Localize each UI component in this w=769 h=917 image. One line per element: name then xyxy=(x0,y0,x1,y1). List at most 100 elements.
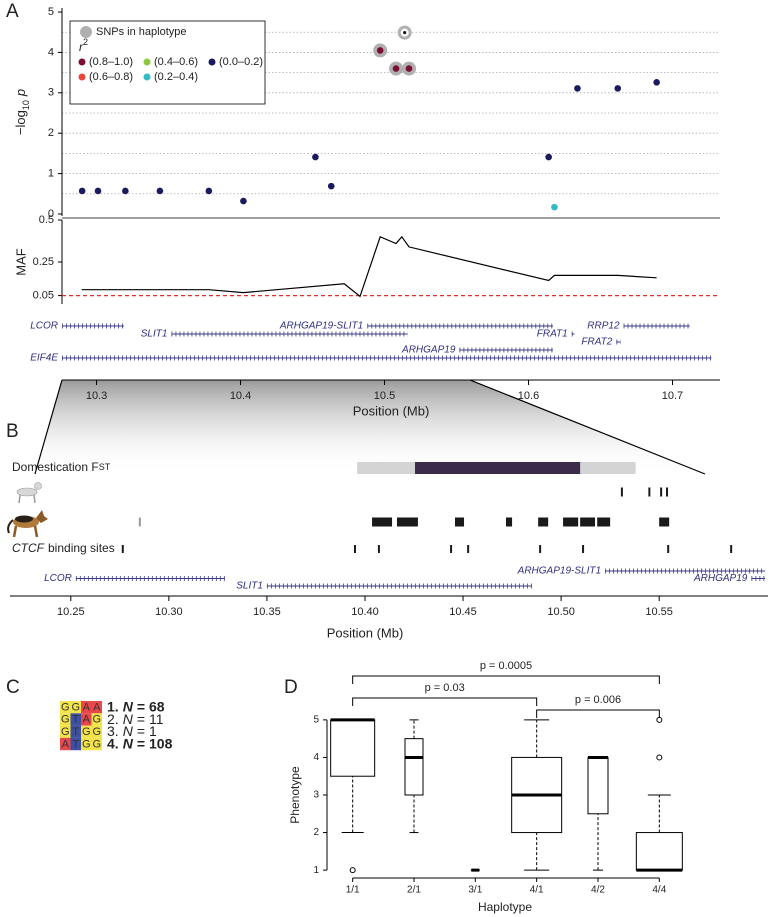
gene-label: ARHGAP19 xyxy=(693,573,748,584)
legend-title: r2 xyxy=(79,37,88,54)
x-tick-label: 10.55 xyxy=(645,606,673,618)
allele-letter: A xyxy=(83,701,91,713)
x-tick-label: 10.40 xyxy=(351,606,379,618)
y-tick-label: 3 xyxy=(48,87,54,99)
snp-point xyxy=(240,197,247,205)
y-tick-label: 2 xyxy=(313,827,319,838)
track-mark xyxy=(539,545,542,553)
allele-letter: G xyxy=(92,738,101,750)
allele-letter: G xyxy=(61,714,70,726)
panel-letter: C xyxy=(6,677,20,698)
x-tick-label: 10.30 xyxy=(155,606,183,618)
allele-cell xyxy=(81,713,92,726)
y-tick-label: 5 xyxy=(313,715,319,726)
x-tick-label: 4/2 xyxy=(591,885,605,896)
y-tick-label: 2 xyxy=(48,127,54,139)
gene-label: ARHGAP19-SLIT1 xyxy=(279,321,363,332)
outlier xyxy=(349,867,356,874)
legend-swatch xyxy=(143,73,151,81)
allele-cell xyxy=(60,701,71,714)
gene-label: ARHGAP19-SLIT1 xyxy=(517,566,601,577)
box xyxy=(587,756,609,815)
y-label-sub: 10 xyxy=(21,100,31,110)
y-label-text: −log xyxy=(13,110,28,135)
allele-cell xyxy=(70,713,81,726)
y-tick-label: 0.05 xyxy=(33,290,54,302)
significance-bracket xyxy=(352,675,660,684)
haplotype-count: 3. N = 1 xyxy=(107,723,157,739)
allele-letter: G xyxy=(82,738,91,750)
legend-label: (0.2–0.4) xyxy=(154,71,198,83)
track-interval xyxy=(455,517,465,527)
x-tick-label: 10.3 xyxy=(86,390,107,402)
panel-letter: A xyxy=(6,1,19,22)
x-tick-label: 4/1 xyxy=(530,885,544,896)
p-value-label: p = 0.03 xyxy=(425,682,465,694)
allele-letter: G xyxy=(61,701,70,713)
allele-cell xyxy=(81,725,92,738)
allele-letter: G xyxy=(82,726,91,738)
track-mark xyxy=(582,545,585,553)
p-value-label: p = 0.006 xyxy=(575,694,621,706)
count-sep: = xyxy=(137,723,145,739)
x-axis-label: Position (Mb) xyxy=(327,625,404,640)
panel-letter: B xyxy=(6,421,19,442)
snp-point xyxy=(376,47,384,54)
count-value: 68 xyxy=(149,698,165,714)
y-axis-label: −log10 p xyxy=(13,89,31,135)
x-tick-label: 10.35 xyxy=(253,606,281,618)
x-tick-label: 10.7 xyxy=(662,390,683,402)
snp-point xyxy=(312,153,319,161)
legend-title-sup: 2 xyxy=(83,37,88,47)
allele-cell xyxy=(60,713,71,726)
allele-cell xyxy=(91,701,102,714)
count-sep: = xyxy=(137,698,145,714)
box xyxy=(635,832,683,871)
allele-letter: G xyxy=(71,701,80,713)
y-tick-label: 0 xyxy=(48,208,54,220)
allele-cell xyxy=(91,713,102,726)
haplotype-count: 4. N = 108 xyxy=(107,735,173,751)
allele-letter: A xyxy=(62,738,70,750)
legend-label: (0.8–1.0) xyxy=(89,56,133,68)
y-label-var: p xyxy=(13,89,28,97)
gene-label: FRAT1 xyxy=(537,329,568,340)
gene-label: FRAT2 xyxy=(581,337,612,348)
track-mark xyxy=(377,545,380,553)
x-tick-label: 10.4 xyxy=(230,390,251,402)
track-interval xyxy=(597,517,611,527)
gene-label: SLIT1 xyxy=(141,329,168,340)
snp-point xyxy=(327,182,335,190)
track-mark xyxy=(353,545,356,553)
count-value: 108 xyxy=(149,735,173,751)
gene-label: EIF4E xyxy=(30,353,58,364)
legend-swatch xyxy=(208,58,216,66)
snp-point xyxy=(78,187,86,195)
allele-letter: G xyxy=(61,726,70,738)
maf-line xyxy=(81,235,657,298)
snp-point xyxy=(574,85,581,92)
snp-point xyxy=(405,65,413,72)
y-tick-label: 4 xyxy=(313,752,319,763)
snp-point xyxy=(122,187,129,195)
count-symbol: N xyxy=(123,711,134,727)
track-interval xyxy=(505,517,513,527)
track-label-rest: binding sites xyxy=(48,541,115,555)
legend-swatch xyxy=(80,26,92,38)
x-axis-label: Position (Mb) xyxy=(353,403,430,418)
snp-point xyxy=(614,85,622,92)
y-tick-label: 0.25 xyxy=(33,256,54,268)
snp-point xyxy=(94,187,102,195)
gene-label: LCOR xyxy=(30,321,58,332)
haplotype-rank: 4. xyxy=(107,735,119,751)
track-mark xyxy=(620,487,623,497)
zoom-shade xyxy=(35,380,705,474)
legend-title-r: r xyxy=(79,40,84,54)
allele-cell xyxy=(70,737,81,751)
track-mark xyxy=(121,545,124,553)
x-axis-label: Haplotype xyxy=(478,900,532,914)
legend-swatch xyxy=(78,58,86,66)
allele-cell xyxy=(81,737,92,751)
track-interval xyxy=(372,517,393,527)
snp-point xyxy=(156,187,164,195)
